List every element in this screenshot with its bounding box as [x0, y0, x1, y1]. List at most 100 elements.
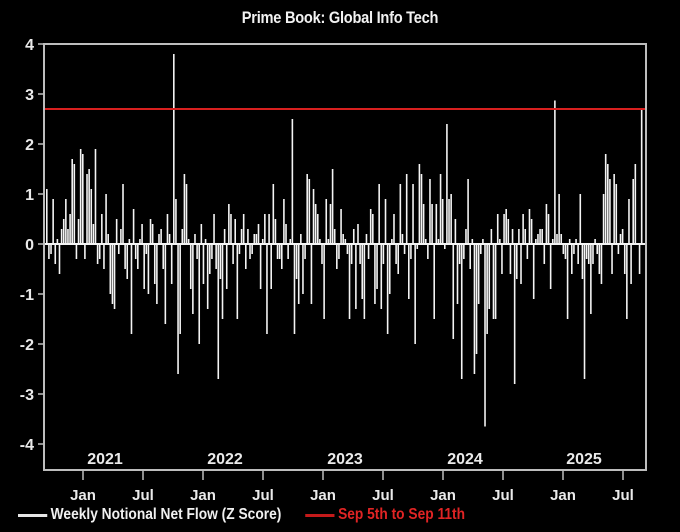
bar: [380, 244, 383, 309]
bar: [69, 214, 71, 244]
bar: [209, 244, 211, 274]
bar: [137, 244, 139, 269]
x-tick-label: Jan: [550, 487, 576, 504]
bar: [151, 224, 154, 244]
bar: [179, 244, 181, 334]
bar: [393, 214, 395, 244]
bar: [374, 244, 376, 304]
bar: [446, 124, 448, 244]
bar: [640, 109, 643, 244]
bar: [494, 244, 497, 319]
bar: [477, 244, 480, 304]
year-label: 2024: [447, 451, 483, 468]
bar: [50, 244, 52, 254]
bar: [386, 244, 389, 334]
bar: [194, 234, 196, 244]
bar: [460, 244, 463, 379]
x-tick-label: Jul: [132, 487, 154, 504]
bar: [369, 209, 372, 244]
bar: [266, 244, 268, 334]
bar: [403, 244, 406, 254]
bar-series: [45, 54, 645, 427]
bar: [333, 229, 336, 244]
bar: [175, 199, 177, 244]
bar: [158, 234, 160, 244]
bar: [522, 214, 524, 244]
y-tick-label: 2: [25, 137, 34, 154]
bar: [300, 234, 302, 244]
bar: [577, 244, 579, 264]
bar: [450, 194, 452, 244]
bar: [537, 234, 539, 244]
bar: [109, 244, 112, 294]
bar: [168, 234, 171, 244]
bar: [454, 219, 457, 244]
bar: [458, 244, 461, 264]
bar: [185, 184, 188, 244]
x-tick-label: Jan: [310, 487, 336, 504]
bar: [549, 244, 552, 289]
bar: [573, 244, 575, 254]
bar: [528, 209, 531, 244]
bar: [397, 244, 400, 274]
bar: [238, 244, 241, 254]
bar: [48, 244, 50, 259]
bar: [568, 239, 571, 244]
bar: [399, 184, 402, 244]
bar: [304, 244, 306, 259]
bar: [617, 244, 620, 254]
x-tick-label: Jul: [252, 487, 274, 504]
bar: [503, 214, 505, 244]
bar: [456, 244, 459, 304]
bar: [94, 149, 97, 244]
bar: [365, 234, 368, 244]
x-tick-label: Jul: [612, 487, 634, 504]
bar: [357, 224, 359, 244]
bar: [124, 244, 126, 269]
bar: [471, 239, 474, 244]
bar: [535, 239, 537, 244]
bar: [429, 179, 431, 244]
bar: [598, 244, 601, 274]
bar: [105, 194, 107, 244]
bar: [566, 244, 569, 319]
y-tick-label: 1: [25, 187, 34, 204]
bar: [600, 244, 603, 284]
bar: [437, 239, 440, 244]
bar: [628, 199, 630, 244]
bar: [439, 174, 442, 244]
bar: [283, 199, 285, 244]
bar: [113, 244, 116, 309]
bar: [323, 244, 325, 319]
bar: [596, 244, 599, 254]
bar: [558, 194, 560, 244]
bar: [511, 229, 514, 244]
bar: [492, 244, 495, 319]
legend: Weekly Notional Net Flow (Z Score) Sep 5…: [18, 506, 489, 524]
bar: [545, 204, 548, 244]
bar: [420, 174, 423, 244]
y-tick-label: 0: [25, 237, 34, 254]
bar: [524, 229, 527, 244]
bar: [496, 214, 499, 244]
bar: [448, 199, 450, 244]
bar: [505, 209, 507, 244]
bar: [378, 184, 380, 244]
bar: [484, 244, 486, 427]
bar: [257, 224, 260, 244]
bar: [346, 244, 349, 254]
bar: [376, 244, 378, 289]
bar: [261, 239, 264, 244]
legend-swatch-red: [305, 513, 335, 517]
bar: [156, 244, 158, 304]
bar: [60, 229, 63, 244]
bar: [507, 219, 510, 244]
bar: [319, 239, 321, 244]
bar: [613, 174, 615, 244]
bar: [630, 244, 632, 284]
bar: [435, 204, 438, 244]
x-tick-label: Jan: [190, 487, 216, 504]
bar: [541, 229, 543, 244]
bar: [513, 244, 516, 384]
y-tick-label: -2: [20, 337, 34, 354]
